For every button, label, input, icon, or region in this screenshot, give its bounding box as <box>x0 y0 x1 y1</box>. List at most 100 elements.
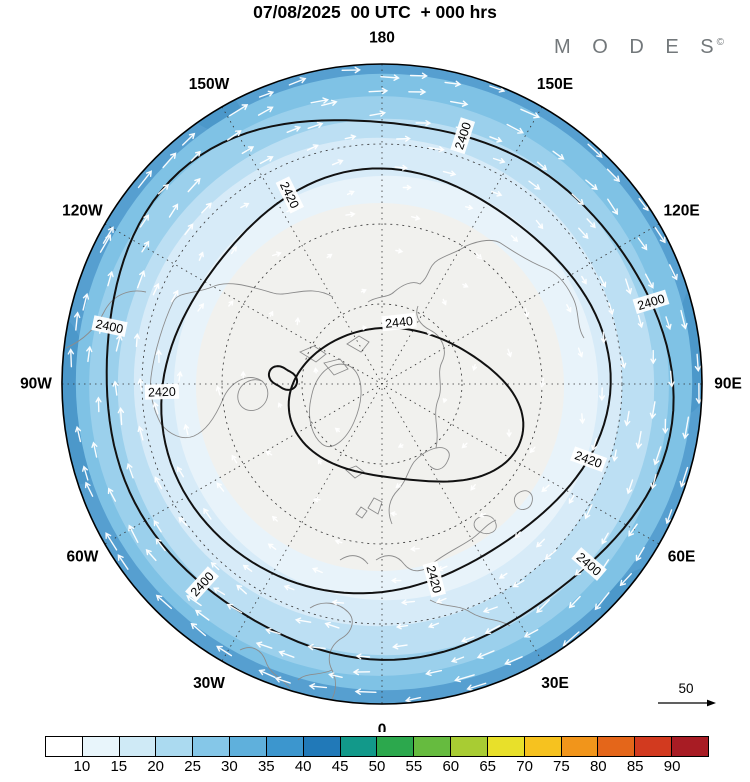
coastline <box>346 335 370 353</box>
wind-arrow <box>184 223 194 236</box>
wind-arrow <box>536 161 548 171</box>
wind-arrow <box>137 170 153 189</box>
wind-arrow <box>484 625 501 634</box>
wind-arrow <box>454 674 475 683</box>
wind-reference: 50 <box>658 681 716 707</box>
coastline <box>367 239 585 339</box>
wind-arrow <box>607 198 619 216</box>
colorbar-cell <box>46 737 83 756</box>
wind-arrow <box>568 595 581 609</box>
wind-arrow <box>82 465 89 481</box>
wind-arrow <box>310 97 330 104</box>
wind-arrow <box>650 473 657 490</box>
wind-arrow <box>278 650 295 658</box>
polar-map: 2400240024002400240024202420242024202440… <box>20 30 742 733</box>
wind-arrow <box>510 235 519 243</box>
coastline <box>355 506 368 519</box>
wind-arrow <box>229 104 249 117</box>
colorbar-cell <box>340 737 378 756</box>
wind-arrow <box>341 66 361 74</box>
wind-arrow <box>506 123 524 134</box>
wind-arrow <box>334 427 341 433</box>
wind-arrow <box>187 177 201 193</box>
colorbar-labels: 10 15 20 25 30 35 40 45 50 55 60 65 70 75 80 85 90 <box>45 758 709 778</box>
wind-arrow <box>345 211 356 218</box>
colorbar <box>45 736 709 757</box>
map-rim <box>61 63 703 705</box>
contour-line <box>287 326 525 483</box>
wind-arrow <box>380 74 400 81</box>
longitude-label: 90E <box>714 376 742 393</box>
wind-arrow <box>117 406 125 426</box>
wind-arrow <box>107 487 116 502</box>
longitude-label: 90W <box>20 376 52 393</box>
wind-arrow <box>177 370 183 382</box>
colorbar-tick-label: 35 <box>257 758 275 775</box>
modes-logo: M O D E S© <box>554 36 724 59</box>
wind-arrow <box>313 367 319 374</box>
coastline <box>150 283 334 439</box>
wind-arrow <box>460 636 475 643</box>
contour-label: 2420 <box>144 383 180 400</box>
colorbar-cell <box>377 737 415 756</box>
colorbar-tick-label: 25 <box>184 758 201 775</box>
wind-arrow <box>154 476 163 490</box>
wind-arrow <box>155 538 166 552</box>
colorbar-cell <box>672 737 708 756</box>
wind-arrow <box>137 425 144 441</box>
wind-arrow <box>145 548 157 562</box>
longitude-label: 150W <box>189 76 230 93</box>
colorbar-tick-label: 75 <box>553 758 570 775</box>
wind-arrow <box>465 204 474 211</box>
wind-arrow <box>197 303 205 312</box>
wind-arrow <box>355 653 371 660</box>
contour-label: 2440 <box>381 312 417 332</box>
wind-arrow <box>608 302 615 316</box>
wind-arrow <box>584 504 593 520</box>
coastline <box>297 602 353 704</box>
coastline <box>429 599 511 627</box>
wind-arrow <box>571 193 584 206</box>
contour-line <box>160 167 612 595</box>
wind-arrow <box>228 300 234 307</box>
colorbar-cell <box>230 737 267 756</box>
wind-arrow <box>157 183 170 195</box>
wind-arrow <box>665 316 672 331</box>
wind-arrow <box>568 495 575 504</box>
wind-arrow <box>694 353 702 373</box>
wind-arrow <box>462 283 469 288</box>
wind-arrow <box>171 289 179 303</box>
meridian-line <box>104 223 660 545</box>
coastline <box>367 497 383 515</box>
wind-arrow <box>257 106 274 116</box>
longitude-label: 0 <box>378 722 387 733</box>
wind-arrow <box>600 331 607 344</box>
wind-arrow <box>475 252 483 260</box>
wind-arrow <box>620 356 627 369</box>
wind-arrow <box>536 538 545 548</box>
coastline <box>65 290 147 349</box>
wind-arrow <box>267 543 277 550</box>
wind-arrow <box>75 425 82 443</box>
wind-arrow <box>277 402 283 408</box>
wind-arrow <box>395 623 409 630</box>
wind-arrow <box>628 523 638 537</box>
wind-arrow <box>136 270 146 289</box>
wind-arrow <box>128 524 139 543</box>
wind-arrow <box>512 579 525 588</box>
latitude-circle <box>301 303 463 465</box>
wind-arrow <box>395 482 402 489</box>
wind-arrow <box>117 554 129 570</box>
wind-arrow <box>102 226 114 244</box>
wind-arrow <box>428 146 445 153</box>
wind-arrow <box>472 364 478 372</box>
longitude-label: 30W <box>193 675 225 692</box>
wind-arrow <box>594 592 610 611</box>
wind-arrow <box>389 511 397 517</box>
wind-arrow <box>444 80 462 87</box>
page-title: 07/08/2025 00 UTC + 000 hrs <box>253 2 497 22</box>
wind-arrow <box>566 304 572 313</box>
wind-arrow <box>95 396 102 413</box>
wind-arrow <box>308 683 328 690</box>
wind-arrow <box>578 227 589 240</box>
